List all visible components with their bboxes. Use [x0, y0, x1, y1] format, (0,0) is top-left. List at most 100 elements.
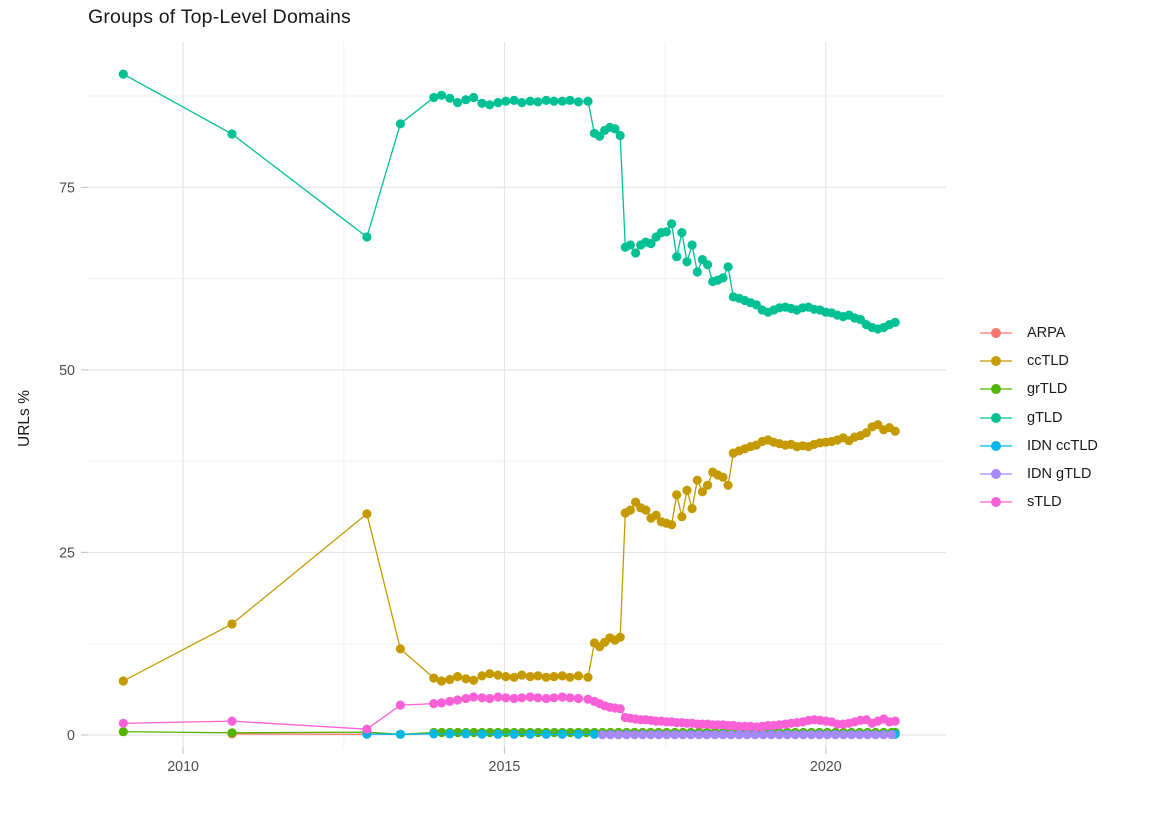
series-line-gtld: [122, 73, 896, 330]
data-point-cctld: [682, 485, 692, 495]
legend-item-label: grTLD: [1027, 381, 1068, 398]
data-point-cctld: [697, 487, 708, 497]
data-point-cctld: [445, 674, 455, 685]
legend-key-icon: [980, 469, 1012, 480]
data-point-gtld: [541, 95, 551, 105]
data-point-idn-gtld: [702, 730, 712, 740]
data-point-gtld: [533, 97, 543, 107]
data-point-stld: [436, 698, 447, 708]
data-point-idn-gtld: [750, 730, 760, 740]
data-point-cctld: [723, 480, 733, 490]
data-point-idn-gtld: [726, 730, 736, 740]
data-point-idn-cctld: [429, 729, 439, 739]
legend-item-stld: sTLD: [979, 488, 1098, 516]
data-point-idn-gtld: [654, 730, 664, 740]
data-point-stld: [517, 693, 527, 703]
legend-item-label: ccTLD: [1027, 353, 1069, 370]
data-point-idn-gtld: [766, 730, 776, 740]
data-point-gtld: [615, 130, 625, 141]
data-point-idn-gtld: [871, 730, 881, 740]
data-point-grtld: [485, 727, 495, 738]
chart-title: Groups of Top-Level Domains: [88, 6, 352, 28]
data-point-gtld: [687, 240, 697, 250]
data-point-cctld: [557, 671, 567, 681]
legend-key-icon: [980, 356, 1012, 367]
data-point-gtld: [509, 95, 519, 105]
data-point-idn-cctld: [557, 729, 567, 739]
data-point-stld: [549, 693, 559, 703]
data-point-stld: [890, 716, 900, 726]
data-point-idn-gtld: [613, 730, 624, 740]
data-point-idn-gtld: [814, 730, 825, 740]
data-point-idn-gtld: [694, 730, 704, 740]
data-point-idn-cctld: [493, 729, 503, 739]
data-point-cctld: [703, 480, 713, 490]
legend-key-icon: [980, 497, 1012, 508]
data-point-gtld: [667, 219, 677, 229]
data-point-cctld: [549, 672, 559, 682]
legend-item-idn-cctld: IDN ccTLD: [979, 432, 1098, 460]
data-point-idn-cctld: [541, 729, 551, 739]
data-point-grtld: [469, 727, 479, 738]
data-point-stld: [533, 693, 543, 703]
data-point-stld: [461, 693, 471, 704]
data-point-cctld: [395, 644, 405, 654]
data-point-cctld: [687, 504, 697, 514]
legend-item-idn-gtld: IDN gTLD: [979, 460, 1098, 488]
data-point-idn-gtld: [790, 730, 800, 740]
data-point-idn-gtld: [782, 730, 792, 740]
data-point-idn-gtld: [670, 730, 680, 740]
data-point-gtld: [583, 96, 593, 106]
data-point-gtld: [703, 260, 713, 270]
data-point-stld: [525, 692, 535, 702]
data-point-cctld: [861, 428, 871, 438]
data-point-gtld: [723, 262, 733, 272]
data-point-grtld: [565, 727, 575, 738]
legend: ARPA ccTLD grTLD gTLD IDN ccTLD IDN gTLD sTLD: [979, 319, 1098, 516]
data-point-idn-cctld: [445, 729, 455, 739]
data-point-gtld: [517, 98, 527, 108]
data-point-stld: [469, 692, 479, 702]
data-point-cctld: [533, 671, 543, 681]
data-point-grtld: [581, 727, 592, 738]
data-point-stld: [541, 693, 551, 704]
data-point-idn-gtld: [662, 730, 672, 740]
data-point-cctld: [677, 512, 687, 522]
data-point-cctld: [692, 475, 702, 485]
data-point-gtld: [477, 98, 487, 108]
data-point-cctld: [672, 490, 682, 500]
legend-item-label: IDN ccTLD: [1027, 437, 1098, 454]
data-point-idn-gtld: [678, 730, 688, 740]
data-point-idn-gtld: [830, 730, 841, 740]
data-point-idn-gtld: [597, 730, 608, 740]
data-point-gtld: [890, 317, 900, 327]
data-point-stld: [557, 692, 567, 702]
data-point-stld: [565, 693, 575, 703]
data-point-cctld: [890, 426, 900, 436]
data-point-stld: [395, 700, 405, 710]
data-point-grtld: [227, 728, 237, 738]
data-point-idn-gtld: [798, 730, 808, 740]
data-point-gtld: [445, 93, 455, 103]
data-point-gtld: [469, 92, 479, 103]
data-point-cctld: [453, 672, 463, 682]
data-point-gtld: [118, 69, 128, 79]
data-point-gtld: [565, 95, 575, 105]
data-point-gtld: [485, 100, 495, 110]
legend-item-cctld: ccTLD: [979, 347, 1098, 375]
data-point-gtld: [493, 98, 503, 108]
legend-key-icon: [980, 412, 1012, 423]
data-point-idn-gtld: [646, 730, 656, 740]
data-point-gtld: [501, 96, 511, 106]
x-tick-label: 2015: [489, 759, 521, 775]
data-point-gtld: [682, 257, 692, 267]
data-point-idn-cctld: [573, 729, 584, 739]
data-point-gtld: [429, 92, 439, 103]
data-point-cctld: [493, 670, 503, 680]
data-point-cctld: [118, 676, 128, 686]
data-point-cctld: [565, 672, 575, 682]
data-point-gtld: [672, 252, 682, 262]
data-point-idn-gtld: [630, 730, 640, 740]
